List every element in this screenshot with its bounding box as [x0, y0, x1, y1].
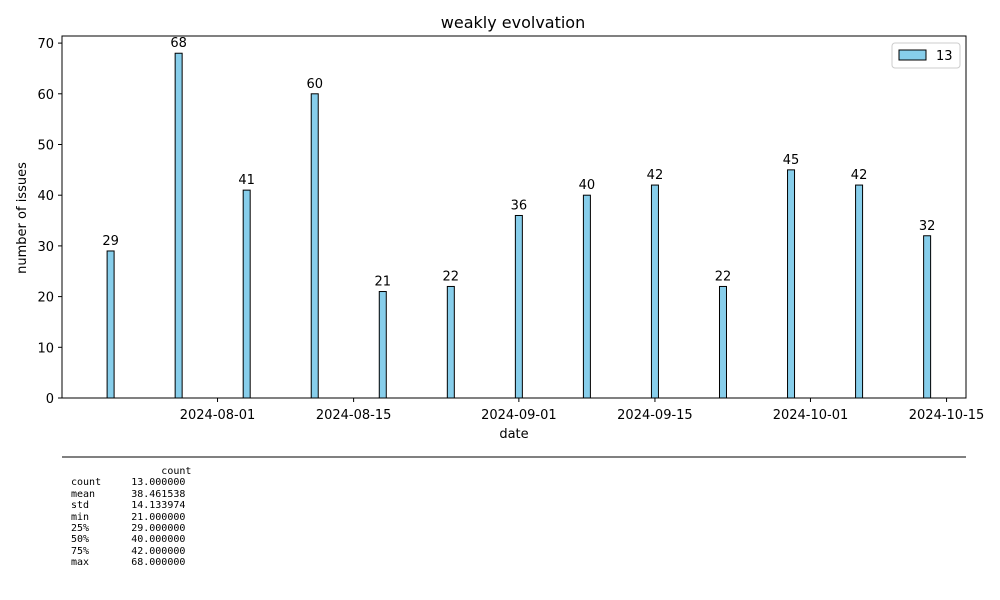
plot-area-frame [61, 35, 967, 399]
chart-title: weakly evolvation [441, 13, 585, 32]
bar [310, 93, 319, 399]
y-tick-label: 20 [37, 291, 54, 306]
y-tick-label: 40 [37, 189, 54, 204]
bar-value-label: 22 [443, 269, 460, 284]
bar-value-label: 42 [647, 168, 664, 183]
y-tick-label: 0 [46, 392, 54, 407]
bar [650, 184, 659, 399]
y-axis: 0 10 20 30 40 50 60 70 [37, 37, 62, 407]
bar-value-label: 42 [851, 168, 868, 183]
bar-value-label: 40 [579, 178, 596, 193]
bar [446, 285, 455, 399]
bar-value-label: 60 [306, 77, 323, 92]
bar-value-label: 22 [715, 269, 732, 284]
summary-statistics-table: count count 13.000000 mean 38.461538 std… [71, 466, 192, 569]
legend-swatch [898, 49, 927, 61]
y-axis-label: number of issues [15, 162, 30, 274]
y-tick-label: 60 [37, 88, 54, 103]
x-tick-label: 2024-08-01 [180, 408, 256, 423]
x-tick-label: 2024-08-15 [316, 408, 392, 423]
bar [106, 250, 115, 399]
bar-value-label: 29 [102, 234, 119, 249]
bar-value-label: 45 [783, 153, 800, 168]
legend-label: 13 [936, 49, 953, 64]
x-tick-label: 2024-10-01 [773, 408, 849, 423]
bar [514, 214, 523, 399]
x-tick-label: 2024-09-01 [481, 408, 557, 423]
y-tick-label: 50 [37, 138, 54, 153]
bar-labels-group: 29 68 41 60 21 22 36 40 42 22 45 42 32 [102, 36, 935, 289]
bar-value-label: 68 [170, 36, 187, 51]
bar [718, 285, 727, 399]
bar-value-label: 21 [375, 275, 392, 290]
bar [923, 235, 932, 399]
bar-value-label: 32 [919, 219, 936, 234]
bar [855, 184, 864, 399]
bar [582, 194, 591, 399]
bar-value-label: 41 [238, 173, 255, 188]
y-tick-label: 30 [37, 240, 54, 255]
bars-group [106, 52, 932, 399]
legend: 13 [891, 42, 961, 69]
x-tick-label: 2024-10-15 [909, 408, 985, 423]
bar-value-label: 36 [511, 198, 528, 213]
bar [174, 52, 183, 399]
bar [787, 169, 796, 399]
x-axis: 2024-08-01 2024-08-15 2024-09-01 2024-09-15… [180, 398, 985, 423]
x-tick-label: 2024-09-15 [617, 408, 693, 423]
bar [242, 189, 251, 399]
bar [378, 291, 387, 399]
y-tick-label: 70 [37, 37, 54, 52]
x-axis-label: date [499, 427, 528, 442]
y-tick-label: 10 [37, 341, 54, 356]
